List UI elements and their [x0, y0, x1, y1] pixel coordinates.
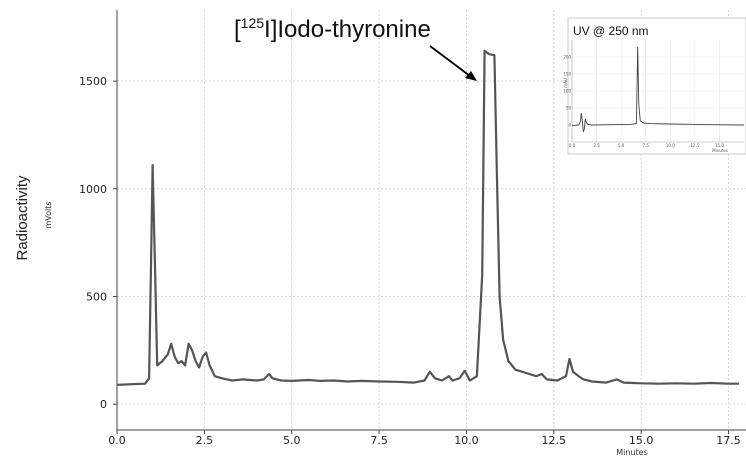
y-axis-unit: mVolts — [44, 201, 53, 228]
y-axis-label: Radioactivity — [14, 175, 31, 261]
radioactivity-trace — [116, 49, 739, 386]
inset-y-tick-label: 50 — [566, 106, 572, 111]
inset-y-tick-label: 100 — [563, 89, 571, 94]
axes — [113, 10, 746, 434]
inset-y-tick-labels: 0 50 100 150 200 — [563, 55, 571, 128]
inset-y-tick-label: 0 — [568, 123, 571, 128]
annotation-prefix: [ — [234, 16, 241, 43]
x-tick-label: 0.0 — [108, 434, 126, 447]
inset-y-tick-label: 200 — [563, 55, 571, 60]
inset-x-tick-label: 2.5 — [593, 143, 600, 148]
y-tick-label: 500 — [86, 290, 107, 303]
y-tick-label: 1500 — [79, 75, 107, 88]
inset-x-tick-label: 0.0 — [569, 143, 576, 148]
inset-x-tick-labels: 0.0 2.5 5.0 7.5 10.0 12.5 15.0 — [569, 143, 725, 148]
uv-inset-chart: UV @ 250 nm 0.0 2.5 5.0 7.5 10.0 12.5 15.0 0 50… — [563, 17, 746, 155]
annotation-superscript: 125 — [241, 15, 265, 31]
x-tick-label: 5.0 — [283, 434, 301, 447]
y-tick-labels: 0 500 1000 1500 — [79, 75, 107, 411]
x-tick-label: 10.0 — [454, 434, 479, 447]
inset-x-tick-label: 12.5 — [690, 143, 699, 148]
x-tick-label: 17.5 — [716, 434, 741, 447]
inset-frame — [567, 17, 746, 155]
x-tick-label: 2.5 — [196, 434, 214, 447]
x-tick-label: 15.0 — [629, 434, 654, 447]
inset-y-axis-label: mAU — [563, 78, 568, 88]
inset-title: UV @ 250 nm — [573, 24, 649, 38]
x-axis-label: Minutes — [616, 448, 648, 457]
annotation-suffix: I]Iodo-thyronine — [264, 16, 431, 43]
annotation-arrow-head — [465, 71, 477, 81]
inset-x-tick-label: 5.0 — [618, 143, 625, 148]
x-tick-label: 7.5 — [370, 434, 388, 447]
inset-x-axis-label: Minutes — [712, 148, 728, 153]
peak-annotation: [125I]Iodo-thyronine — [234, 15, 431, 43]
inset-x-tick-label: 7.5 — [643, 143, 650, 148]
inset-x-tick-label: 10.0 — [666, 143, 675, 148]
y-tick-label: 1000 — [79, 183, 107, 196]
inset-y-tick-label: 150 — [563, 72, 571, 77]
annotation-arrow-line — [429, 45, 471, 77]
inset-x-tick-label: 15.0 — [715, 143, 724, 148]
x-tick-label: 12.5 — [542, 434, 567, 447]
uv-trace — [571, 46, 745, 132]
x-tick-labels: 0.0 2.5 5.0 7.5 10.0 12.5 15.0 17.5 — [108, 434, 741, 447]
y-tick-label: 0 — [100, 398, 107, 411]
